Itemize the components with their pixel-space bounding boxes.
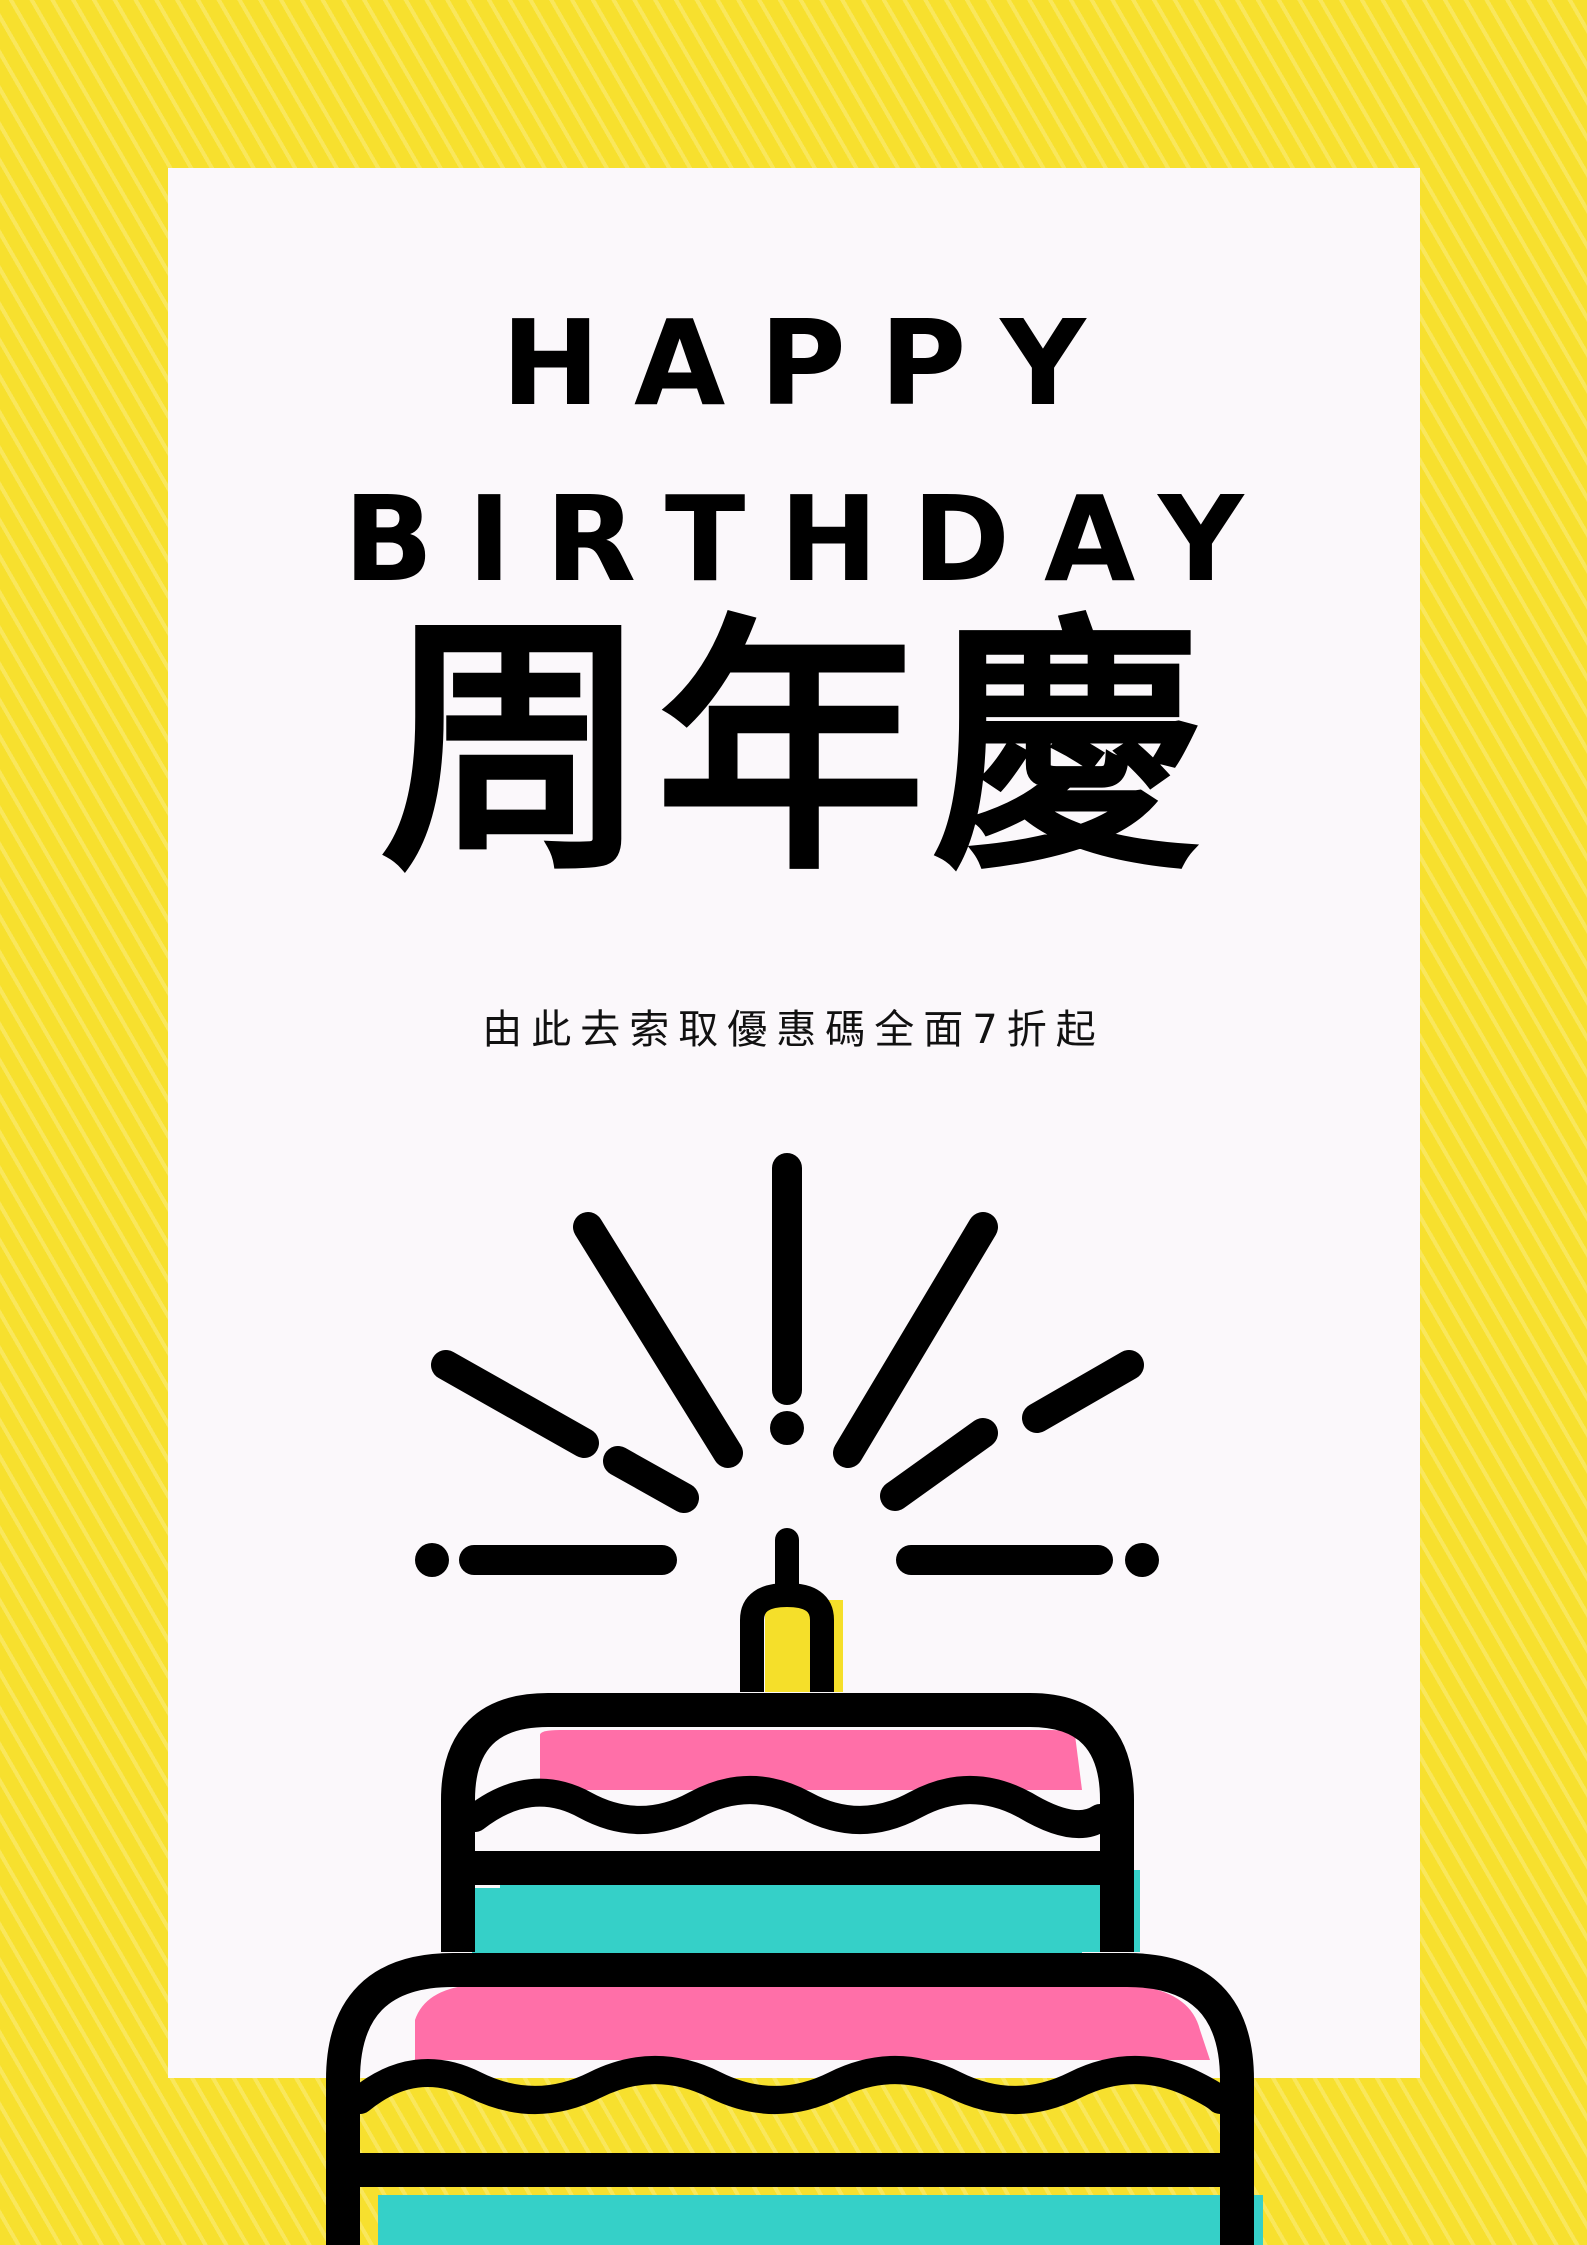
title-anniversary: 周年慶: [379, 592, 1208, 907]
candle-icon: [740, 1528, 843, 1692]
candle-burst-icon: [431, 1153, 1144, 1575]
cake-top-tier-icon: [441, 1693, 1140, 1954]
title-happy: HAPPY: [501, 294, 1120, 432]
title-birthday: BIRTHDAY: [343, 470, 1278, 608]
subtitle-coupon: 由此去索取優惠碼全面7折起: [482, 1007, 1105, 1053]
cake-bottom-tier-icon: [326, 1953, 1263, 2245]
burst-dots-icon: [415, 1411, 1159, 1577]
